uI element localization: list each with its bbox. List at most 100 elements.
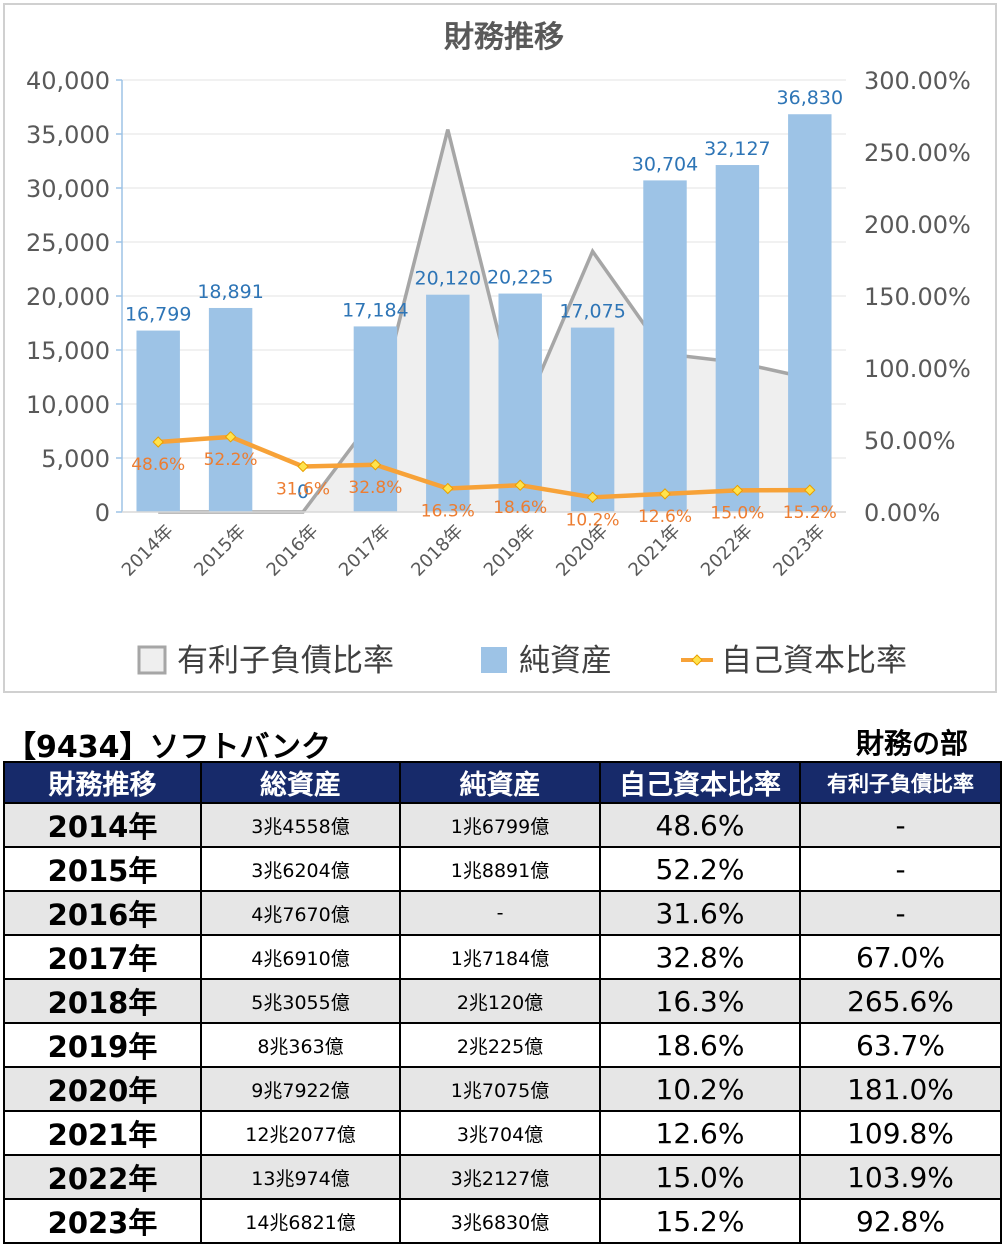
- y-right-tick-label: 150.00%: [864, 283, 971, 311]
- table-cell: 2015年: [4, 847, 201, 891]
- y-left-tick-label: 35,000: [26, 121, 110, 149]
- legend-label-net-assets: 純資産: [519, 643, 612, 679]
- column-header-0: 財務推移: [4, 762, 201, 803]
- table-cell: 32.8%: [600, 935, 800, 979]
- company-title: 【9434】ソフトバンク: [6, 722, 331, 766]
- table-cell: 48.6%: [600, 803, 800, 847]
- table-cell: 13兆974億: [201, 1155, 400, 1199]
- bar-net-assets: [643, 180, 686, 512]
- table-cell: 92.8%: [800, 1199, 1001, 1243]
- table-cell: 2兆120億: [400, 979, 600, 1023]
- bar-net-assets: [426, 295, 469, 512]
- table-cell: 4兆7670億: [201, 891, 400, 935]
- table-cell: 16.3%: [600, 979, 800, 1023]
- table-cell: 5兆3055億: [201, 979, 400, 1023]
- table-cell: 18.6%: [600, 1023, 800, 1067]
- legend-label-debt-ratio: 有利子負債比率: [177, 643, 394, 679]
- table-cell: 12.6%: [600, 1111, 800, 1155]
- table-cell: 1兆7075億: [400, 1067, 600, 1111]
- table-cell: 3兆704億: [400, 1111, 600, 1155]
- table-cell: 12兆2077億: [201, 1111, 400, 1155]
- table-cell: 3兆6204億: [201, 847, 400, 891]
- table-cell: 63.7%: [800, 1023, 1001, 1067]
- chart-panel: 財務推移 40,000 35,000 30,000 25,000 20,000 15,000…: [3, 3, 997, 693]
- table-cell: 1兆6799億: [400, 803, 600, 847]
- line-data-label: 12.6%: [638, 507, 692, 527]
- table-row: 2022年 13兆974億 3兆2127億 15.0% 103.9%: [4, 1155, 1001, 1199]
- table-cell: 3兆6830億: [400, 1199, 600, 1243]
- y-left-tick-label: 40,000: [26, 67, 110, 95]
- x-category-label: 2017年: [335, 521, 395, 581]
- table-cell: 2017年: [4, 935, 201, 979]
- table-row: 2017年 4兆6910億 1兆7184億 32.8% 67.0%: [4, 935, 1001, 979]
- financial-table: 財務推移 総資産 純資産 自己資本比率 有利子負債比率 2014年 3兆4558億 1兆67…: [3, 761, 1002, 1244]
- line-data-label: 32.8%: [348, 478, 402, 498]
- table-cell: 52.2%: [600, 847, 800, 891]
- table-cell: 31.6%: [600, 891, 800, 935]
- table-cell: 3兆4558億: [201, 803, 400, 847]
- table-cell: 2021年: [4, 1111, 201, 1155]
- bar-data-label: 20,120: [415, 268, 481, 290]
- bar-net-assets: [498, 294, 541, 512]
- table-cell: 2014年: [4, 803, 201, 847]
- table-cell: 2022年: [4, 1155, 201, 1199]
- y-left-tick-label: 15,000: [26, 337, 110, 365]
- y-left-tick-label: 25,000: [26, 229, 110, 257]
- table-cell: -: [800, 803, 1001, 847]
- x-category-label: 2016年: [263, 521, 323, 581]
- y-left-tick-label: 20,000: [26, 283, 110, 311]
- y-left-tick-label: 30,000: [26, 175, 110, 203]
- table-cell: -: [800, 847, 1001, 891]
- bar-data-label: 17,184: [342, 299, 408, 321]
- bar-net-assets: [209, 308, 252, 512]
- table-cell: 15.2%: [600, 1199, 800, 1243]
- x-category-label: 2014年: [118, 521, 178, 581]
- bar-data-label: 18,891: [197, 281, 263, 303]
- bar-data-label: 17,075: [559, 301, 625, 323]
- table-row: 2020年 9兆7922億 1兆7075億 10.2% 181.0%: [4, 1067, 1001, 1111]
- bar-data-label: 30,704: [632, 153, 698, 175]
- legend-swatch-net-assets: [481, 647, 507, 673]
- table-cell: 103.9%: [800, 1155, 1001, 1199]
- y-right-tick-label: 100.00%: [864, 355, 971, 383]
- bar-net-assets: [571, 328, 614, 512]
- bar-net-assets: [716, 165, 759, 512]
- table-cell: 181.0%: [800, 1067, 1001, 1111]
- line-data-label: 15.0%: [710, 503, 764, 523]
- line-data-label: 52.2%: [204, 450, 258, 470]
- table-row: 2014年 3兆4558億 1兆6799億 48.6% -: [4, 803, 1001, 847]
- table-cell: 2018年: [4, 979, 201, 1023]
- table-cell: 1兆7184億: [400, 935, 600, 979]
- table-cell: -: [800, 891, 1001, 935]
- line-data-label: 18.6%: [493, 498, 547, 518]
- y-left-tick-label: 10,000: [26, 391, 110, 419]
- column-header-2: 純資産: [400, 762, 600, 803]
- table-cell: 8兆363億: [201, 1023, 400, 1067]
- chart-title: 財務推移: [444, 20, 564, 55]
- x-category-label: 2021年: [625, 521, 685, 581]
- table-cell: 2016年: [4, 891, 201, 935]
- x-category-label: 2018年: [407, 521, 467, 581]
- y-right-tick-label: 50.00%: [864, 427, 956, 455]
- bar-net-assets: [788, 114, 831, 512]
- y-left-tick-label: 0: [95, 499, 110, 527]
- table-row: 2019年 8兆363億 2兆225億 18.6% 63.7%: [4, 1023, 1001, 1067]
- column-header-1: 総資産: [201, 762, 400, 803]
- line-data-label: 48.6%: [131, 455, 185, 475]
- table-row: 2016年 4兆7670億 -31.6% -: [4, 891, 1001, 935]
- bar-data-label: 20,225: [487, 267, 553, 289]
- x-category-label: 2023年: [769, 521, 829, 581]
- y-right-tick-label: 250.00%: [864, 139, 971, 167]
- table-cell: 1兆8891億: [400, 847, 600, 891]
- table-cell: 2019年: [4, 1023, 201, 1067]
- line-data-label: 15.2%: [783, 503, 837, 523]
- table-header-row: 財務推移 総資産 純資産 自己資本比率 有利子負債比率: [4, 762, 1001, 803]
- bar-net-assets: [136, 331, 179, 512]
- line-data-label: 31.6%: [276, 479, 330, 499]
- line-data-label: 16.3%: [421, 502, 475, 522]
- y-left-tick-label: 5,000: [41, 445, 110, 473]
- table-cell: 3兆2127億: [400, 1155, 600, 1199]
- financial-chart: 財務推移 40,000 35,000 30,000 25,000 20,000 15,000…: [5, 5, 999, 695]
- table-cell: 109.8%: [800, 1111, 1001, 1155]
- table-cell: 265.6%: [800, 979, 1001, 1023]
